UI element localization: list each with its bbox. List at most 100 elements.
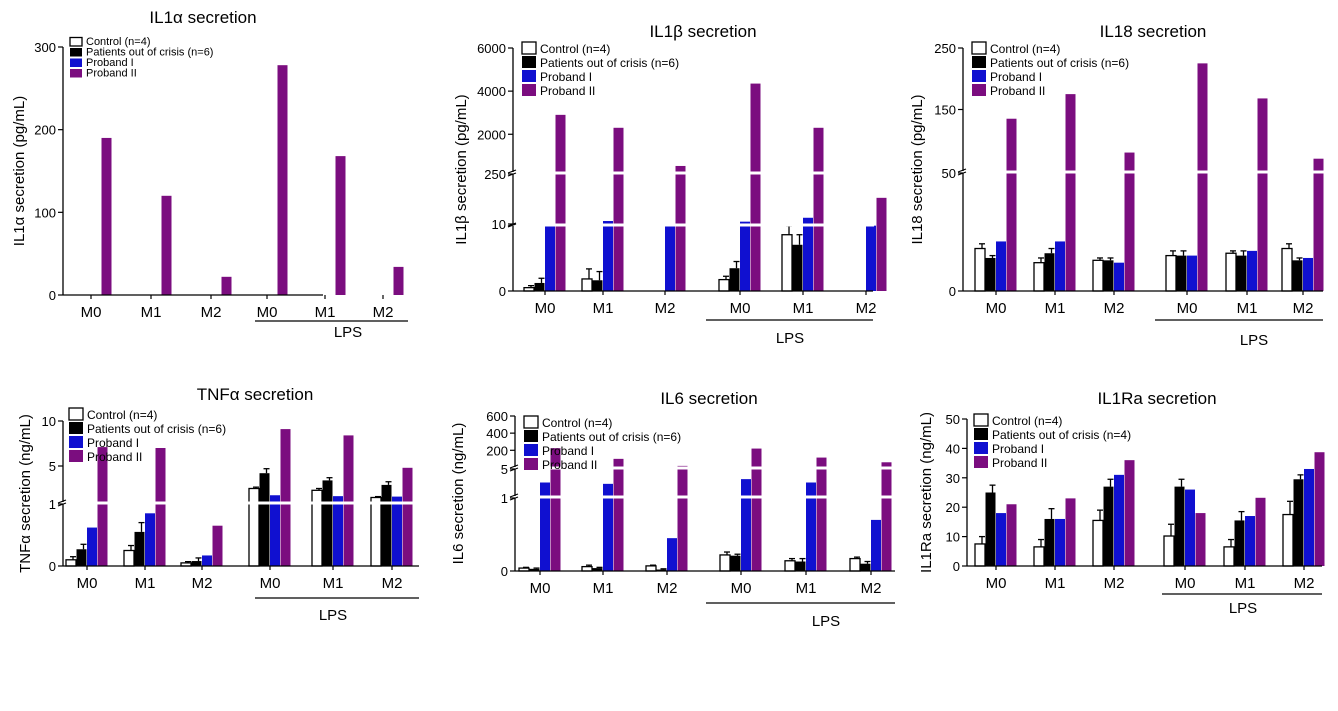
legend-label-3: Proband II: [542, 458, 597, 472]
bar-il6-s1-c3: [730, 555, 741, 571]
x-tick-label: M1: [593, 580, 614, 597]
y-tick-label: 150: [934, 103, 956, 118]
bar-il18-s2-c0: [996, 241, 1006, 291]
bar-tnfa-s1-c0: [76, 549, 87, 566]
bar-tnfa-s2-c3: [270, 495, 280, 566]
x-tick-label: M1: [593, 300, 614, 317]
bar-tnfa-s3-c2: [212, 525, 223, 566]
y-axis-break-mark-b1: [507, 169, 517, 174]
bar-il1b-s2-c5: [866, 225, 876, 291]
bar-tnfa-s1-c1: [134, 531, 145, 566]
bar-il6-s3-c2: [677, 465, 688, 571]
y-axis-label: TNFα secretion (ng/mL): [17, 414, 34, 573]
x-tick-label: M1: [793, 300, 814, 317]
x-tick-label: M0: [1177, 300, 1198, 317]
x-tick-label: M0: [986, 300, 1007, 317]
chart-title: IL1α secretion: [149, 8, 256, 27]
bar-il18-s3-c4: [1257, 98, 1268, 292]
bar-il1b-s3-c2: [675, 165, 686, 291]
bar-il1b-s3-c1: [613, 127, 624, 291]
y-tick-label: 2000: [477, 127, 506, 142]
legend-swatch-2: [69, 436, 83, 448]
axis-break-gap-1: [514, 171, 874, 175]
bar-il1ra-s2-c2: [1114, 474, 1124, 566]
legend-label-2: Proband I: [992, 442, 1044, 456]
y-tick-label: 5: [501, 462, 508, 477]
legend-label-0: Control (n=4): [86, 36, 151, 48]
bar-tnfa-s3-c5: [402, 467, 413, 566]
panel-il1a: IL1α secretion IL1α secretion (pg/mL) 0 100…: [11, 8, 408, 341]
legend-swatch-1: [974, 428, 988, 440]
x-tick-label: M0: [730, 300, 751, 317]
y-tick-label: 0: [49, 559, 56, 574]
bar-il1ra-s2-c5: [1304, 468, 1314, 566]
bar-il18-s3-c0: [1006, 118, 1017, 291]
panel-tnfa: TNFα secretion TNFα secretion (ng/mL) 0 1 5 1…: [17, 385, 420, 624]
bar-il6-s0-c3: [719, 554, 731, 572]
x-tick-label: M1: [1045, 300, 1066, 317]
chart-title: TNFα secretion: [197, 385, 314, 404]
x-tick-label: M1: [1235, 575, 1256, 592]
panel-il1b: IL1β secretion IL1β secretion (pg/mL) 0 10 2…: [453, 22, 887, 347]
bar-il1a-s3-c4: [335, 156, 346, 295]
y-tick-label: 20: [946, 500, 960, 515]
x-tick-label: M0: [731, 580, 752, 597]
bar-il1b-s3-c0: [555, 114, 566, 291]
bar-il1ra-s2-c0: [996, 513, 1006, 566]
bar-il18-s0-c0: [974, 247, 986, 292]
x-tick-label: M1: [1237, 300, 1258, 317]
legend-swatch-1: [522, 56, 536, 68]
x-tick-label: M0: [257, 304, 278, 321]
legend-label-0: Control (n=4): [542, 416, 612, 430]
bar-il1b-s2-c2: [665, 225, 675, 291]
axis-break-gap-1: [516, 466, 896, 470]
bar-il1ra-s3-c5: [1314, 452, 1325, 566]
bar-il18-s3-c2: [1124, 152, 1135, 291]
y-axis-break-gap-1: [511, 467, 519, 469]
y-axis-label: IL18 secretion (pg/mL): [909, 94, 926, 244]
bar-il1a-s3-c1: [161, 195, 172, 295]
legend-label-0: Control (n=4): [990, 42, 1060, 56]
bar-il1ra-s1-c4: [1234, 520, 1245, 566]
bar-il18-s0-c2: [1092, 259, 1104, 292]
lps-group-label: LPS: [334, 324, 362, 341]
bar-il18-s0-c5: [1281, 247, 1293, 292]
x-tick-label: M1: [323, 575, 344, 592]
legend-label-1: Patients out of crisis (n=6): [540, 56, 679, 70]
lps-group-label: LPS: [812, 613, 840, 630]
bar-il6-s2-c4: [806, 482, 816, 571]
y-tick-label: 250: [484, 167, 506, 182]
y-axis-break-gap-0: [511, 496, 519, 498]
bar-tnfa-s2-c0: [87, 527, 97, 566]
bar-il1ra-s3-c0: [1006, 504, 1017, 566]
bar-il1ra-s1-c3: [1174, 486, 1185, 566]
bar-tnfa-s3-c1: [155, 448, 166, 566]
bar-il1ra-s0-c2: [1092, 519, 1104, 567]
legend-swatch-3: [524, 458, 538, 470]
axis-break-gap-0: [964, 170, 1324, 174]
bar-tnfa-s0-c5: [370, 496, 382, 567]
legend-label-0: Control (n=4): [992, 414, 1062, 428]
legend-swatch-1: [69, 422, 83, 434]
bar-il18-s1-c5: [1292, 260, 1303, 291]
bar-il1b-s0-c4: [781, 234, 793, 292]
bar-il18-s0-c3: [1165, 254, 1177, 292]
bar-il1ra-s0-c3: [1163, 535, 1175, 567]
bar-il1b-s1-c3: [729, 268, 740, 291]
bar-il6-s0-c2: [645, 565, 657, 572]
bar-il1b-s1-c1: [592, 280, 603, 291]
y-tick-label: 100: [34, 205, 56, 220]
bar-il6-s1-c4: [795, 561, 806, 571]
bar-tnfa-s0-c1: [123, 549, 135, 567]
bar-il1b-s0-c1: [581, 278, 593, 292]
bar-il1ra-s3-c2: [1124, 460, 1135, 566]
chart-title: IL18 secretion: [1100, 22, 1207, 41]
bar-il6-s1-c5: [860, 563, 871, 571]
bar-il1ra-s2-c1: [1055, 518, 1065, 566]
y-tick-label: 1: [49, 497, 56, 512]
y-axis-break-gap-0: [959, 171, 967, 173]
y-axis-break-mark-b1: [509, 464, 519, 469]
y-axis-break-mark-b0: [57, 499, 67, 504]
legend-swatch-2: [974, 442, 988, 454]
